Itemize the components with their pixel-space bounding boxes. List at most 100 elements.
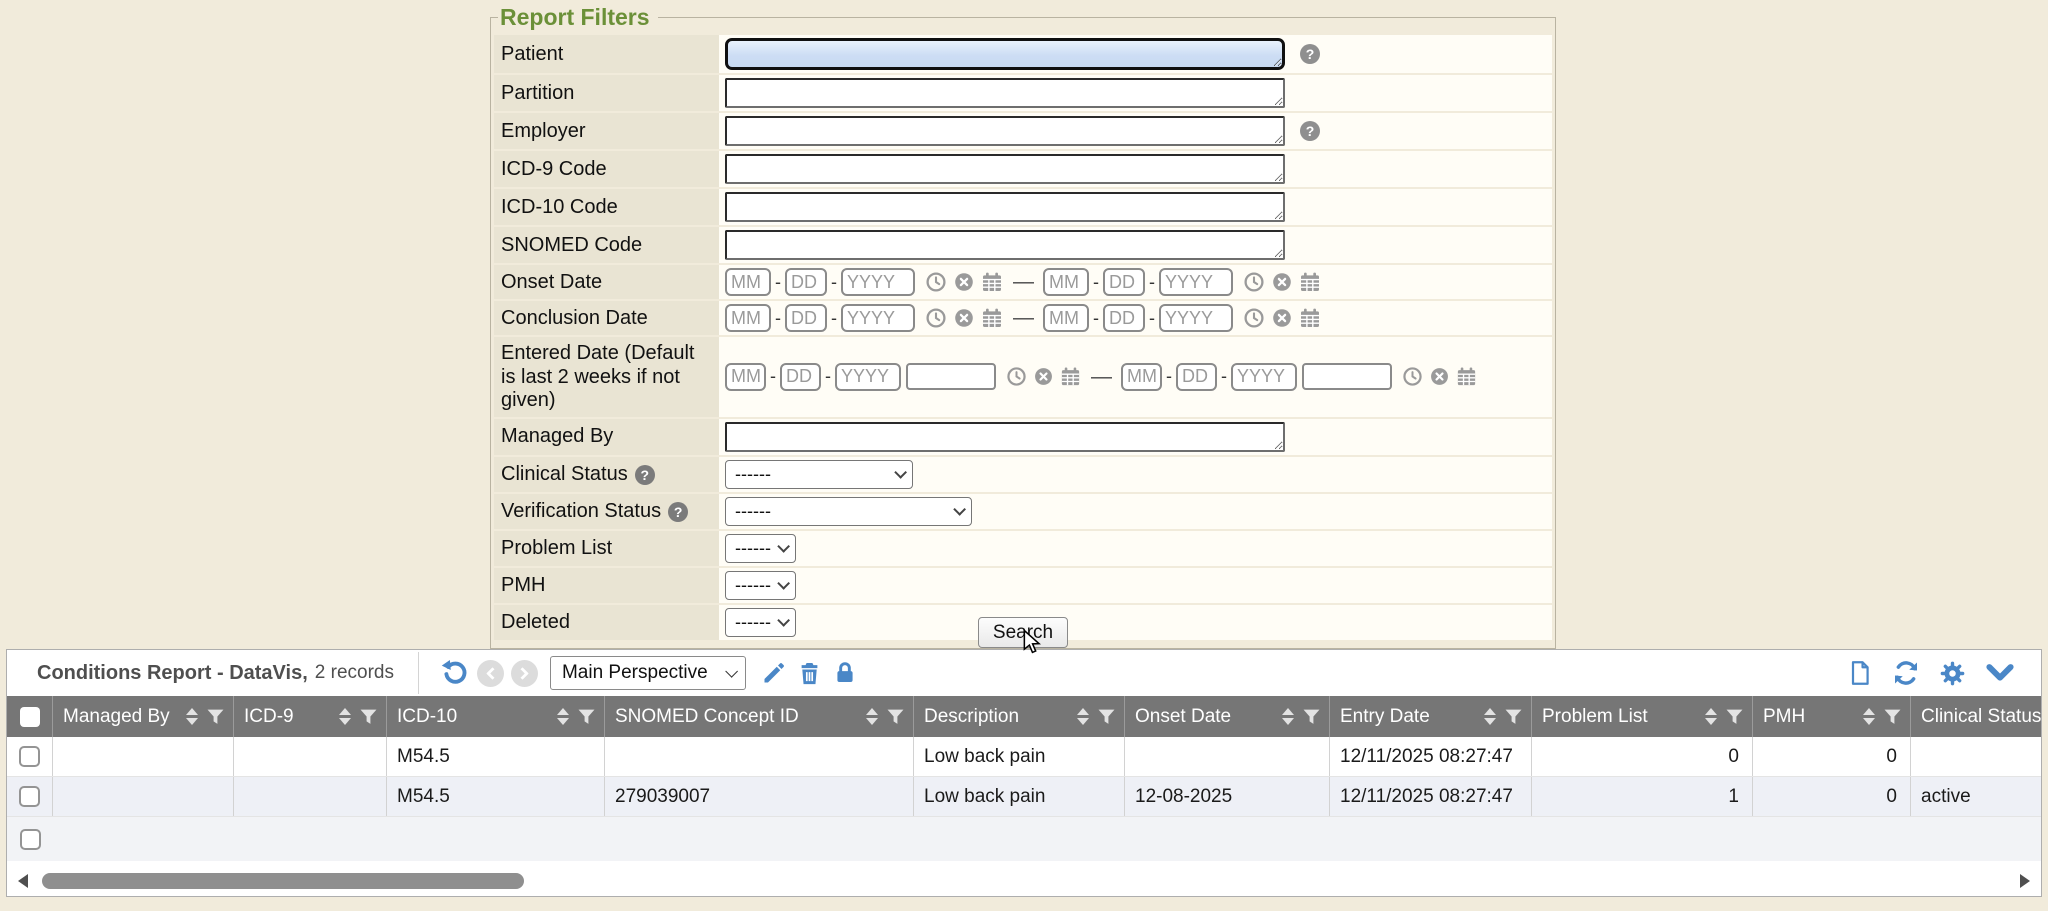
entered-from-month-input[interactable] xyxy=(725,362,766,391)
clock-icon[interactable] xyxy=(924,270,948,294)
clock-icon[interactable] xyxy=(924,306,948,330)
sort-icon[interactable] xyxy=(557,708,569,725)
search-button[interactable]: Search xyxy=(978,617,1068,648)
delete-perspective-icon[interactable] xyxy=(796,660,823,687)
clear-date-icon[interactable] xyxy=(952,270,976,294)
sort-icon[interactable] xyxy=(1484,708,1496,725)
icd9-input[interactable] xyxy=(725,154,1285,184)
entered-from-day-input[interactable] xyxy=(780,362,821,391)
row-checkbox[interactable] xyxy=(19,786,40,807)
column-header-onset-date[interactable]: Onset Date xyxy=(1125,696,1330,737)
column-header-entry-date[interactable]: Entry Date xyxy=(1330,696,1532,737)
select-all-checkbox[interactable] xyxy=(7,696,53,737)
calendar-icon[interactable] xyxy=(1455,365,1478,388)
conclusion-from-day-input[interactable] xyxy=(785,304,827,332)
previous-page-icon[interactable] xyxy=(476,659,504,687)
conclusion-to-year-input[interactable] xyxy=(1159,304,1233,332)
onset-to-day-input[interactable] xyxy=(1103,268,1145,296)
entered-to-year-input[interactable] xyxy=(1231,362,1297,391)
problem-list-select[interactable]: ------ xyxy=(725,533,796,563)
scroll-left-arrow-icon[interactable] xyxy=(18,874,28,888)
onset-to-month-input[interactable] xyxy=(1043,268,1089,296)
deleted-select[interactable]: ------ xyxy=(725,607,796,637)
column-header-pmh[interactable]: PMH xyxy=(1753,696,1911,737)
perspective-select[interactable]: Main Perspective xyxy=(549,656,746,690)
column-header-icd10[interactable]: ICD-10 xyxy=(387,696,605,737)
filter-funnel-icon[interactable] xyxy=(887,709,904,725)
sort-icon[interactable] xyxy=(1705,708,1717,725)
employer-help-icon[interactable]: ? xyxy=(1300,121,1320,141)
filter-funnel-icon[interactable] xyxy=(1303,709,1320,725)
onset-from-year-input[interactable] xyxy=(841,268,915,296)
row-checkbox[interactable] xyxy=(19,746,40,767)
clear-date-icon[interactable] xyxy=(1270,270,1294,294)
column-header-icd9[interactable]: ICD-9 xyxy=(234,696,387,737)
collapse-chevron-icon[interactable] xyxy=(1984,660,2016,686)
refresh-icon[interactable] xyxy=(1891,658,1921,688)
entered-to-time-input[interactable] xyxy=(1302,363,1392,391)
sort-icon[interactable] xyxy=(1282,708,1294,725)
clear-date-icon[interactable] xyxy=(1270,306,1294,330)
clock-icon[interactable] xyxy=(1005,365,1028,388)
column-header-problem-list[interactable]: Problem List xyxy=(1532,696,1753,737)
managed-by-input[interactable] xyxy=(725,421,1285,452)
clinical-status-help-icon[interactable]: ? xyxy=(634,464,655,485)
column-header-managed-by[interactable]: Managed By xyxy=(53,696,234,737)
filter-funnel-icon[interactable] xyxy=(1726,709,1743,725)
onset-from-month-input[interactable] xyxy=(725,268,771,296)
filter-funnel-icon[interactable] xyxy=(578,709,595,725)
entered-from-year-input[interactable] xyxy=(835,362,901,391)
conclusion-from-year-input[interactable] xyxy=(841,304,915,332)
employer-input[interactable] xyxy=(725,116,1285,146)
snomed-input[interactable] xyxy=(725,230,1285,260)
column-header-clinical-status[interactable]: Clinical Status xyxy=(1921,705,2041,727)
filter-funnel-icon[interactable] xyxy=(207,709,224,725)
new-row-checkbox[interactable] xyxy=(19,828,41,850)
verification-status-select[interactable]: ------ xyxy=(725,496,972,526)
onset-from-day-input[interactable] xyxy=(785,268,827,296)
entered-to-day-input[interactable] xyxy=(1176,362,1217,391)
sort-icon[interactable] xyxy=(866,708,878,725)
clock-icon[interactable] xyxy=(1401,365,1424,388)
lock-perspective-icon[interactable] xyxy=(832,660,858,686)
conclusion-to-month-input[interactable] xyxy=(1043,304,1089,332)
clear-date-icon[interactable] xyxy=(1428,365,1451,388)
calendar-icon[interactable] xyxy=(1298,306,1322,330)
clock-icon[interactable] xyxy=(1242,270,1266,294)
sort-icon[interactable] xyxy=(339,708,351,725)
column-header-description[interactable]: Description xyxy=(914,696,1125,737)
horizontal-scrollbar[interactable] xyxy=(10,871,2038,892)
pmh-select[interactable]: ------ xyxy=(725,570,796,600)
entered-from-time-input[interactable] xyxy=(906,363,996,391)
clear-date-icon[interactable] xyxy=(952,306,976,330)
scrollbar-thumb[interactable] xyxy=(42,873,524,889)
sort-icon[interactable] xyxy=(1077,708,1089,725)
partition-input[interactable] xyxy=(725,78,1285,108)
next-page-icon[interactable] xyxy=(510,659,538,687)
settings-gear-icon[interactable] xyxy=(1938,659,1967,688)
filter-funnel-icon[interactable] xyxy=(1505,709,1522,725)
scroll-right-arrow-icon[interactable] xyxy=(2020,874,2030,888)
new-document-icon[interactable] xyxy=(1846,659,1874,687)
filter-funnel-icon[interactable] xyxy=(360,709,377,725)
clock-icon[interactable] xyxy=(1242,306,1266,330)
conclusion-from-month-input[interactable] xyxy=(725,304,771,332)
verification-status-help-icon[interactable]: ? xyxy=(668,501,689,522)
calendar-icon[interactable] xyxy=(1059,365,1082,388)
filter-funnel-icon[interactable] xyxy=(1098,709,1115,725)
calendar-icon[interactable] xyxy=(1298,270,1322,294)
sort-icon[interactable] xyxy=(186,708,198,725)
icd10-input[interactable] xyxy=(725,192,1285,222)
undo-icon[interactable] xyxy=(440,658,470,688)
patient-input[interactable] xyxy=(725,38,1285,70)
patient-help-icon[interactable]: ? xyxy=(1300,44,1320,64)
calendar-icon[interactable] xyxy=(980,306,1004,330)
edit-perspective-icon[interactable] xyxy=(760,660,787,687)
conclusion-to-day-input[interactable] xyxy=(1103,304,1145,332)
filter-funnel-icon[interactable] xyxy=(1884,709,1901,725)
clear-date-icon[interactable] xyxy=(1032,365,1055,388)
sort-icon[interactable] xyxy=(1863,708,1875,725)
entered-to-month-input[interactable] xyxy=(1121,362,1162,391)
column-header-snomed-concept-id[interactable]: SNOMED Concept ID xyxy=(605,696,914,737)
calendar-icon[interactable] xyxy=(980,270,1004,294)
